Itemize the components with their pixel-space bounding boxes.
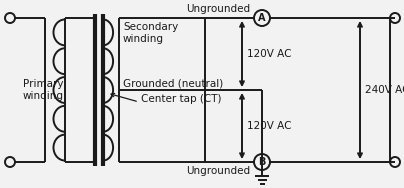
Text: B: B: [258, 157, 266, 167]
Text: Grounded (neutral): Grounded (neutral): [123, 78, 223, 88]
Text: Primary
winding: Primary winding: [23, 79, 63, 101]
Text: 240V AC: 240V AC: [365, 85, 404, 95]
Text: Center tap (CT): Center tap (CT): [141, 94, 221, 104]
Text: Secondary
winding: Secondary winding: [123, 22, 178, 44]
Text: 120V AC: 120V AC: [247, 49, 292, 59]
Text: 120V AC: 120V AC: [247, 121, 292, 131]
Text: Ungrounded: Ungrounded: [186, 4, 250, 14]
Text: A: A: [258, 13, 266, 23]
Text: Ungrounded: Ungrounded: [186, 166, 250, 176]
